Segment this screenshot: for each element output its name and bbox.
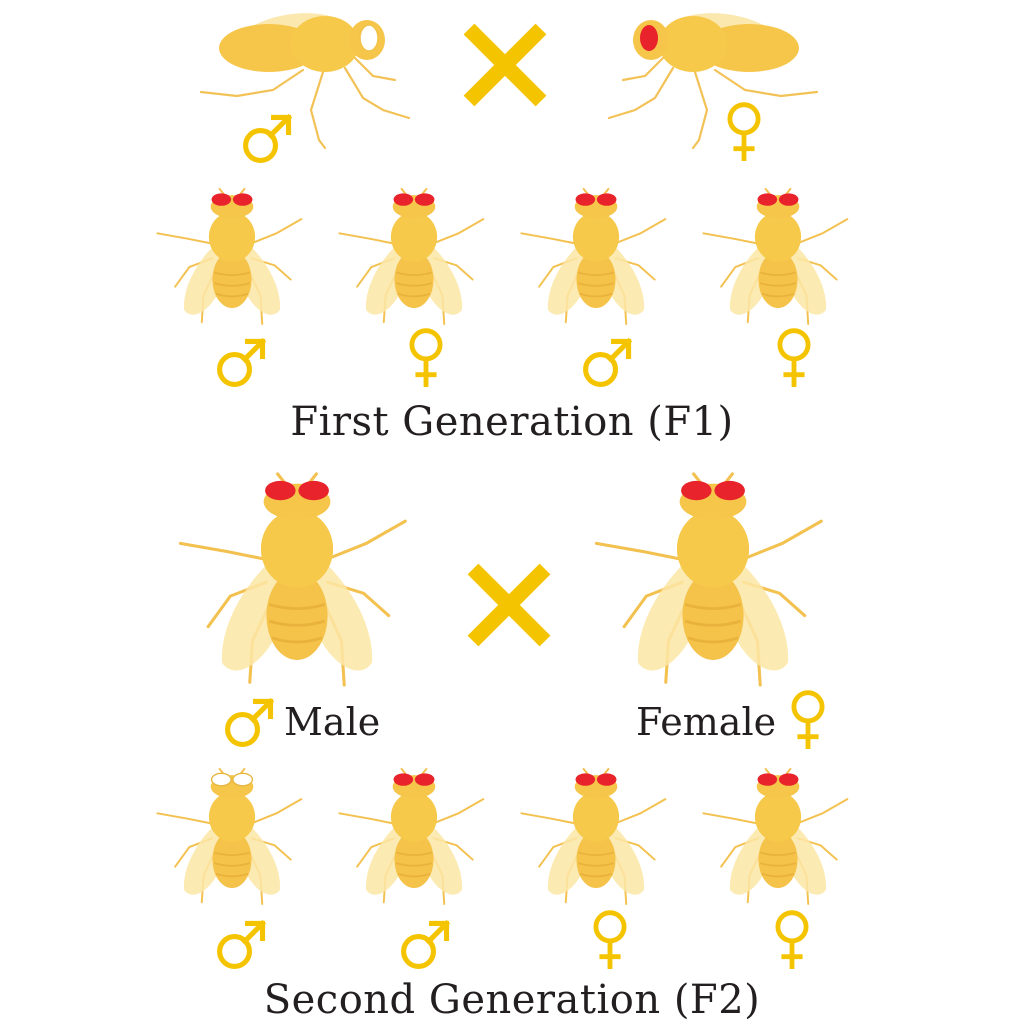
- f2-male-symbol-2: [398, 916, 454, 972]
- f1-female-symbol-4: [772, 326, 816, 390]
- parent-male-symbol: [240, 110, 296, 166]
- white-eye: [359, 24, 379, 52]
- f1-fly-4: [698, 180, 858, 340]
- f2-female-symbol-3: [588, 908, 632, 972]
- female-symbol-icon: [786, 688, 830, 752]
- second-generation-caption: Second Generation (F2): [263, 977, 761, 1023]
- f2-fly-3: [516, 760, 676, 920]
- red-eye: [640, 25, 658, 51]
- f1-fly-2: [334, 180, 494, 340]
- f1-cross-female-fly: [588, 460, 838, 710]
- f1-female-symbol-2: [404, 326, 448, 390]
- male-label: Male: [284, 700, 381, 744]
- f2-fly-2: [334, 760, 494, 920]
- f2-female-symbol-4: [770, 908, 814, 972]
- f1-cross-male-fly: [172, 460, 422, 710]
- f1-male-symbol-1: [214, 334, 270, 390]
- f1-fly-1: [152, 180, 312, 340]
- first-generation-caption: First Generation (F1): [290, 399, 734, 445]
- f2-fly-4: [698, 760, 858, 920]
- f1-fly-3: [516, 180, 676, 340]
- f2-fly-1: [152, 760, 312, 920]
- female-label: Female: [636, 700, 777, 744]
- parent-female-fly: [590, 0, 840, 150]
- cross-symbol-icon-2: [464, 560, 554, 650]
- f1-male-symbol-3: [580, 334, 636, 390]
- male-symbol-icon: [222, 694, 278, 750]
- parent-male-fly: [178, 0, 428, 150]
- f2-male-symbol-1: [214, 916, 270, 972]
- cross-symbol-icon: [460, 20, 550, 110]
- parent-female-symbol: [722, 100, 766, 164]
